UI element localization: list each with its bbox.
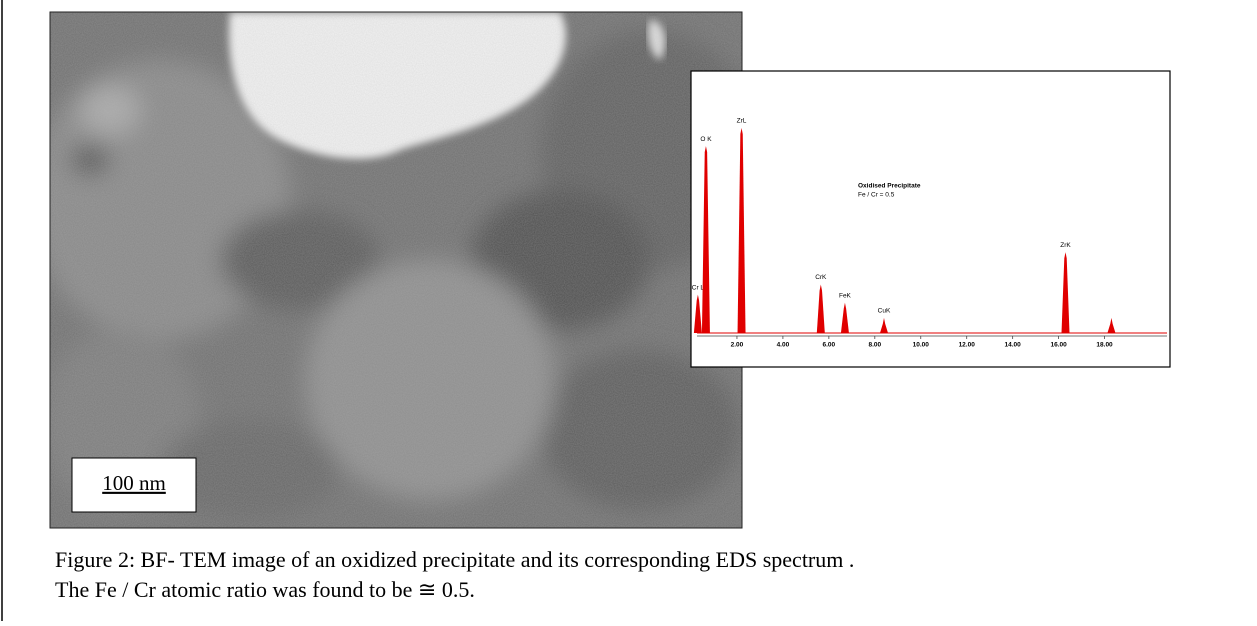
peak-label: FeK	[839, 292, 852, 299]
scale-bar-box	[71, 457, 197, 513]
peak-label: Cr L	[692, 284, 705, 291]
x-tick-label: 2.00	[731, 342, 744, 349]
peak-label: ZrK	[1060, 242, 1071, 249]
spectrum-peak	[1061, 252, 1070, 333]
spectrum-subtitle: Fe / Cr = 0.5	[858, 192, 895, 199]
peak-label: O K	[700, 136, 712, 143]
peak-label: CuK	[878, 308, 891, 315]
spectrum-peak	[737, 128, 746, 333]
spectrum-peak	[816, 284, 825, 333]
x-tick-label: 6.00	[823, 342, 836, 349]
caption-line: Figure 2: BF- TEM image of an oxidized p…	[55, 547, 854, 572]
spectrum-peak	[879, 317, 888, 333]
peak-label: CrK	[815, 274, 827, 281]
x-tick-label: 8.00	[868, 342, 881, 349]
peak-label: ZrL	[737, 118, 747, 125]
spectrum-panel	[690, 70, 1171, 368]
scale-bar-label: 100 nm	[102, 471, 166, 495]
x-tick-label: 18.00	[1096, 342, 1113, 349]
x-tick-label: 10.00	[913, 342, 930, 349]
spectrum-peak	[693, 294, 702, 333]
spectrum-title: Oxidised Precipitate	[858, 183, 921, 190]
tem-image	[50, 12, 742, 528]
x-tick-label: 16.00	[1050, 342, 1067, 349]
spectrum-peak	[701, 146, 710, 333]
x-tick-label: 14.00	[1005, 342, 1022, 349]
x-tick-label: 4.00	[777, 342, 790, 349]
spectrum-peak	[1107, 317, 1116, 333]
caption-line: The Fe / Cr atomic ratio was found to be…	[55, 577, 475, 602]
spectrum-peak	[840, 302, 849, 333]
x-tick-label: 12.00	[959, 342, 976, 349]
